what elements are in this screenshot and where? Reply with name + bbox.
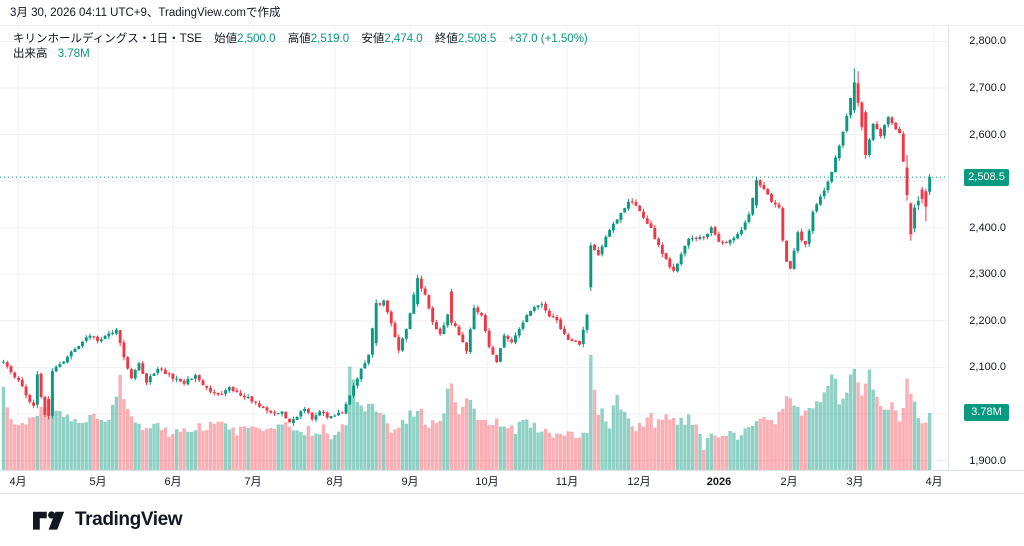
volume-value: 3.78M	[57, 48, 90, 60]
time-axis-tick: 12月	[627, 476, 651, 488]
change-value: +37.0 (+1.50%)	[508, 33, 588, 45]
time-axis-tick: 7月	[244, 476, 262, 488]
symbol-title: キリンホールディングス・1日・TSE	[13, 33, 202, 45]
price-chart-canvas[interactable]: キリンホールディングス・1日・TSE 始値2,500.0 高値2,519.0 安…	[0, 26, 948, 470]
time-axis-tick: 2月	[780, 476, 798, 488]
time-axis-tick: 3月	[846, 476, 864, 488]
price-axis-tick: 2,100.0	[969, 361, 1006, 373]
price-axis-tick: 2,300.0	[969, 268, 1006, 280]
price-axis-tick: 2,400.0	[969, 222, 1006, 234]
symbol-legend: キリンホールディングス・1日・TSE 始値2,500.0 高値2,519.0 安…	[13, 32, 588, 62]
time-axis-tick: 2026	[706, 476, 732, 488]
footer: TradingView	[0, 494, 1024, 546]
tradingview-logo-text[interactable]: TradingView	[75, 509, 183, 530]
price-axis-tick: 1,900.0	[969, 455, 1006, 467]
time-axis-tick: 8月	[326, 476, 344, 488]
price-axis[interactable]: 2,508.5 3.78M 2,800.0 2,700.0 2,600.0 2,400…	[948, 26, 1024, 494]
price-axis-tick: 2,700.0	[969, 82, 1006, 94]
time-axis-tick: 5月	[89, 476, 107, 488]
time-axis-tick: 9月	[401, 476, 419, 488]
last-price-badge: 2,508.5	[964, 169, 1009, 186]
creation-timestamp-bar: 3月 30, 2026 04:11 UTC+9、TradingView.comで…	[0, 0, 1024, 26]
high-label: 高値	[287, 33, 311, 45]
candlestick-volume-chart[interactable]	[0, 26, 948, 470]
volume-label: 出来高	[13, 48, 48, 60]
high-value: 2,519.0	[310, 33, 350, 45]
price-axis-tick: 2,800.0	[969, 35, 1006, 47]
price-axis-tick: 2,600.0	[969, 129, 1006, 141]
time-axis-tick: 6月	[164, 476, 182, 488]
time-axis-tick: 10月	[475, 476, 499, 488]
time-axis-tick: 4月	[9, 476, 27, 488]
low-label: 安値	[361, 33, 385, 45]
time-axis-tick: 4月	[925, 476, 943, 488]
price-axis-tick: 2,200.0	[969, 315, 1006, 327]
legend-row-ohlc: キリンホールディングス・1日・TSE 始値2,500.0 高値2,519.0 安…	[13, 32, 588, 47]
legend-row-volume: 出来高 3.78M	[13, 47, 588, 62]
tradingview-logo-icon	[33, 508, 66, 533]
close-label: 終値	[434, 33, 458, 45]
low-value: 2,474.0	[384, 33, 423, 45]
time-axis[interactable]: 4月 5月 6月 7月 8月 9月 10月 11月 12月 2026 2月 3月 4月	[0, 470, 1024, 494]
time-axis-tick: 11月	[555, 476, 579, 488]
close-value: 2,508.5	[457, 33, 497, 45]
creation-timestamp: 3月 30, 2026 04:11 UTC+9、TradingView.comで…	[10, 7, 281, 19]
open-value: 2,500.0	[237, 33, 276, 45]
volume-badge: 3.78M	[964, 404, 1009, 421]
open-label: 始値	[214, 33, 238, 45]
